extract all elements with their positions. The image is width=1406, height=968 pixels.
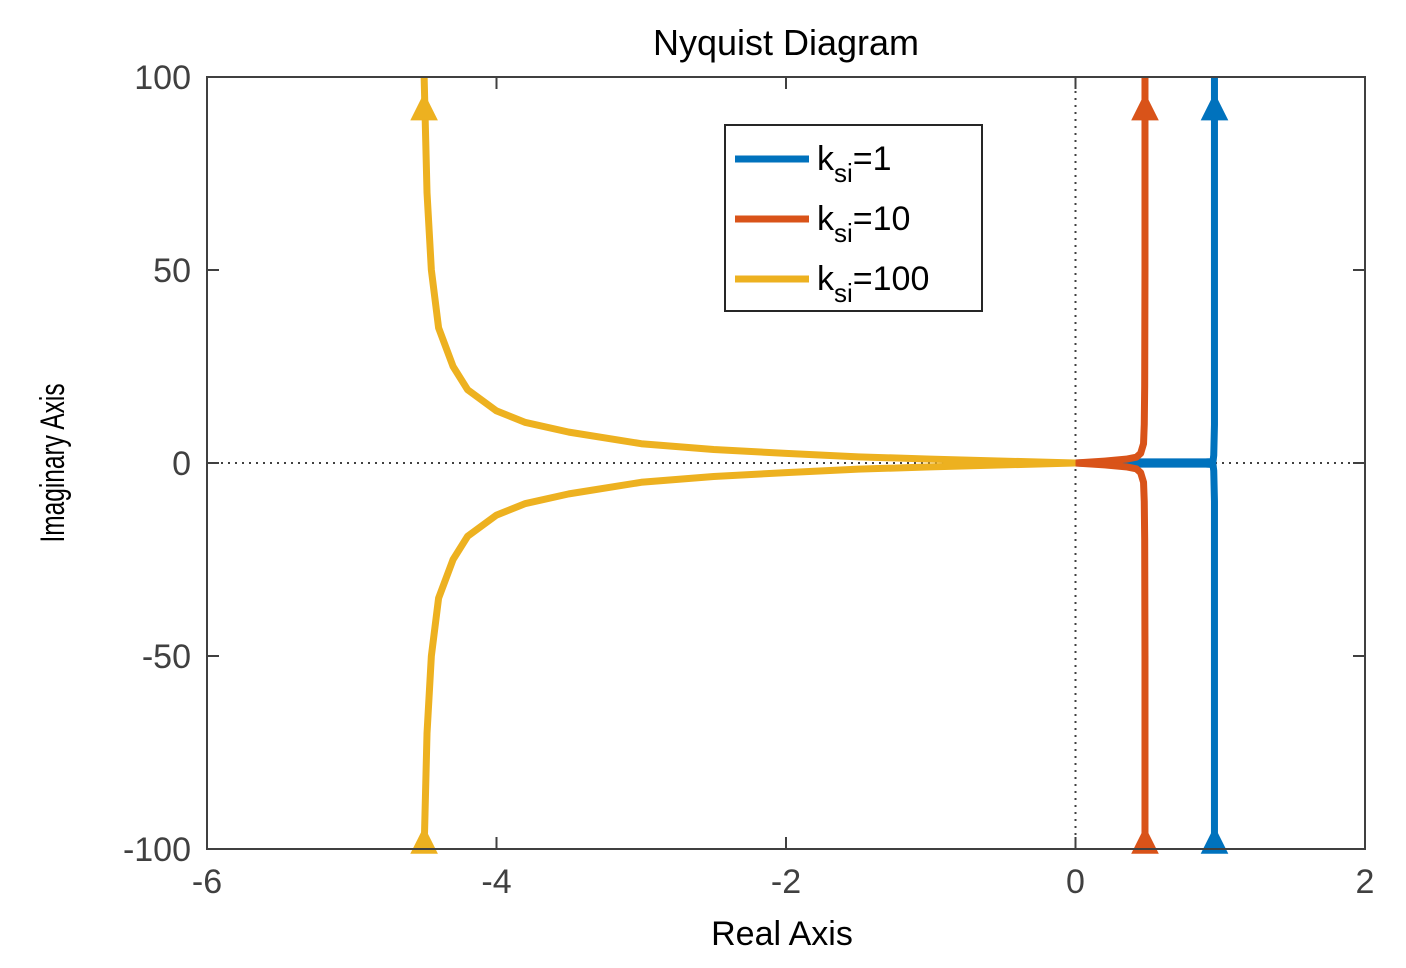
chart-title: Nyquist Diagram — [653, 22, 919, 63]
series-layer — [420, 76, 1218, 850]
y-tick-label: 100 — [134, 59, 191, 97]
arrow-layer — [410, 92, 1229, 854]
series-line-2-positive — [1075, 77, 1149, 467]
x-tick-label: 2 — [1356, 863, 1375, 901]
legend-entry-1: ksi=1 — [817, 140, 892, 188]
y-tick-label: -100 — [123, 831, 191, 869]
x-tick-label: -4 — [481, 863, 511, 901]
direction-arrow-5 — [410, 92, 438, 121]
x-tick-label: -2 — [771, 863, 801, 901]
x-tick-label: 0 — [1066, 863, 1085, 901]
x-tick-label: -6 — [192, 863, 222, 901]
legend-entry-2: ksi=10 — [817, 200, 910, 248]
y-axis-title: Imaginary Axis — [34, 383, 72, 542]
direction-arrow-4 — [1131, 826, 1159, 854]
series-line-3-negative — [420, 459, 1076, 850]
y-tick-label: 0 — [172, 445, 191, 483]
series-line-2-negative — [1075, 459, 1149, 849]
y-tick-label: 50 — [153, 252, 191, 290]
tick-layer: -6 -4 -2 0 2 -100 -50 0 50 100 — [123, 59, 1375, 901]
x-axis-title: Real Axis — [711, 915, 853, 953]
direction-arrow-6 — [410, 826, 438, 854]
direction-arrow-1 — [1200, 92, 1229, 121]
series-line-3-positive — [420, 76, 1076, 467]
y-tick-label: -50 — [142, 638, 191, 676]
direction-arrow-3 — [1131, 92, 1159, 121]
legend-entry-3: ksi=100 — [817, 260, 929, 308]
legend: ksi=1 ksi=10 ksi=100 — [724, 124, 983, 312]
direction-arrow-2 — [1200, 826, 1229, 854]
